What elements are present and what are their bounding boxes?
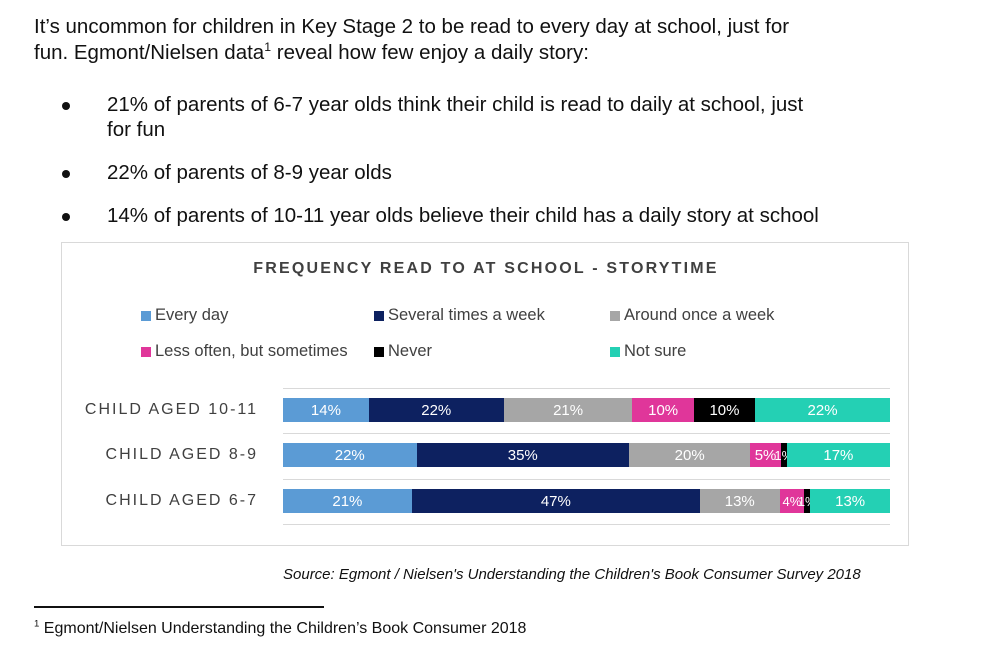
bar-segment: 47% [411, 489, 700, 513]
data-label: 14% [310, 401, 341, 419]
bullet-text: 14% of parents of 10-11 year olds believ… [107, 204, 819, 227]
legend-item: Around once a week [610, 306, 774, 325]
data-label: 10% [648, 401, 679, 419]
legend-label: Around once a week [624, 306, 775, 324]
bar-segment: 22% [368, 398, 504, 422]
bullet-item: 14% of parents of 10-11 year olds believ… [0, 203, 927, 228]
footnote: 1 Egmont/Nielsen Understanding the Child… [34, 618, 527, 638]
data-label: 22% [807, 401, 838, 419]
data-label: 47% [540, 492, 571, 510]
legend-item: Several times a week [374, 306, 545, 325]
legend-item: Not sure [610, 342, 686, 361]
footnote-number: 1 [34, 618, 40, 630]
data-label: 21% [332, 492, 363, 510]
bar-segment: 21% [283, 489, 412, 513]
legend-label: Every day [155, 306, 229, 324]
intro-paragraph: It’s uncommon for children in Key Stage … [34, 14, 974, 66]
legend-swatch [141, 310, 151, 321]
chart-title: FREQUENCY READ TO AT SCHOOL - STORYTIME [253, 260, 719, 277]
legend-item: Less often, but sometimes [141, 342, 348, 361]
row-label: CHILD AGED 6-7 [105, 492, 258, 509]
data-label: 22% [334, 446, 365, 464]
stacked-bar: 21% 47% 13% 4% 1% 13% [283, 489, 890, 513]
bullet-item: 22% of parents of 8-9 year olds [0, 160, 927, 185]
bar-segment: 17% [786, 443, 890, 467]
bullet-dot-icon [62, 213, 70, 221]
data-label: 21% [553, 401, 584, 419]
legend-item: Every day [141, 306, 228, 325]
intro-line-2a: fun. Egmont/Nielsen data [34, 41, 265, 64]
row-label: CHILD AGED 8-9 [105, 446, 258, 463]
data-label: 10% [709, 401, 740, 419]
footnote-text: Egmont/Nielsen Understanding the Childre… [39, 620, 527, 637]
bar-segment: 14% [283, 398, 369, 422]
bar-segment: 22% [283, 443, 417, 467]
row-label: CHILD AGED 10-11 [84, 401, 258, 418]
legend-swatch [610, 310, 620, 321]
gridline [283, 388, 890, 389]
legend-swatch [374, 310, 384, 321]
data-label: 5% [754, 446, 777, 464]
bullet-list: 21% of parents of 6-7 year olds think th… [0, 92, 991, 246]
bar-segment: 13% [699, 489, 780, 513]
bar-segment: 5% [750, 443, 781, 467]
footnote-ref[interactable]: 1 [264, 40, 272, 55]
bullet-text: 22% of parents of 8-9 year olds [107, 161, 392, 184]
intro-line-2b: reveal how few enjoy a daily story: [271, 41, 589, 64]
bullet-item: 21% of parents of 6-7 year olds think th… [0, 92, 927, 142]
stacked-bar: 14% 22% 21% 10% 10% 22% [283, 398, 890, 422]
bar-segment: 20% [628, 443, 751, 467]
intro-line-1: It’s uncommon for children in Key Stage … [34, 15, 790, 38]
bar-segment: 4% [779, 489, 805, 513]
data-label: 13% [835, 492, 866, 510]
bullet-text: 21% of parents of 6-7 year olds think th… [107, 93, 804, 116]
gridline [283, 524, 890, 525]
bar-segment: 35% [416, 443, 629, 467]
chart-source: Source: Egmont / Nielsen's Understanding… [283, 566, 861, 583]
bullet-dot-icon [62, 170, 70, 178]
bar-segment: 10% [693, 398, 756, 422]
legend-label: Less often, but sometimes [155, 342, 348, 360]
bar-segment: 22% [755, 398, 890, 422]
gridline [283, 433, 890, 434]
data-label: 4% [782, 493, 802, 509]
legend-label: Never [388, 342, 433, 360]
legend-label: Several times a week [388, 306, 545, 324]
bar-segment: 10% [632, 398, 694, 422]
legend-swatch [141, 346, 151, 357]
data-label: 35% [507, 446, 538, 464]
legend-swatch [374, 346, 384, 357]
legend-item: Never [374, 342, 432, 361]
gridline [283, 479, 890, 480]
data-label: 13% [724, 492, 755, 510]
legend-swatch [610, 346, 620, 357]
legend-label: Not sure [624, 342, 687, 360]
stacked-bar-chart: FREQUENCY READ TO AT SCHOOL - STORYTIME … [61, 242, 909, 546]
bar-segment: 13% [810, 489, 890, 513]
bullet-text-cont: for fun [107, 118, 166, 141]
bar-segment: 21% [503, 398, 633, 422]
stacked-bar: 22% 35% 20% 5% 1% 17% [283, 443, 890, 467]
bullet-dot-icon [62, 102, 70, 110]
data-label: 22% [421, 401, 452, 419]
footnote-divider [34, 606, 324, 608]
data-label: 17% [823, 446, 854, 464]
data-label: 20% [674, 446, 705, 464]
